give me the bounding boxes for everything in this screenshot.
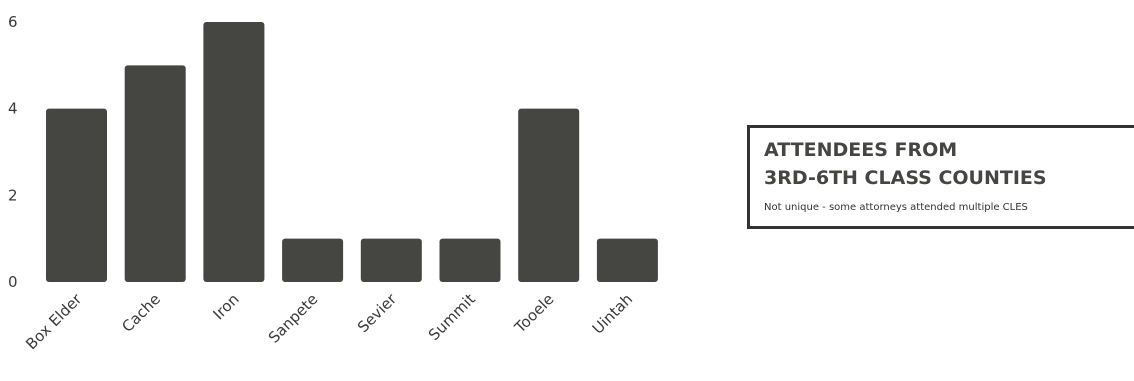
x-tick-label: Sevier: [354, 290, 401, 337]
y-axis-ticks: 0 2 4 6: [8, 13, 18, 291]
chart-note: Not unique - some attorneys attended mul…: [764, 202, 1028, 213]
bars: [46, 22, 658, 283]
bar-sevier: [360, 238, 422, 282]
y-tick-label: 0: [8, 273, 18, 291]
bar-iron: [203, 22, 265, 282]
x-tick-label: Cache: [118, 290, 164, 336]
x-tick-label: Uintah: [589, 290, 637, 338]
x-axis-labels: Box Elder Cache Iron Sanpete Sevier Summit Too…: [22, 290, 636, 354]
chart-title: ATTENDEES FROM 3RD-6TH CLASS COUNTIES: [764, 136, 1047, 192]
chart-info-box: ATTENDEES FROM 3RD-6TH CLASS COUNTIES No…: [747, 125, 1134, 229]
bar-tooele: [518, 108, 580, 283]
x-tick-label: Iron: [210, 290, 243, 323]
x-tick-label: Tooele: [510, 290, 557, 337]
bar-chart: 0 2 4 6 Box Elder Cache Iron Sanpete Sevier Summ…: [8, 13, 658, 354]
bar-sanpete: [282, 238, 344, 282]
bar-summit: [439, 238, 501, 282]
x-tick-label: Summit: [425, 290, 479, 344]
y-tick-label: 6: [8, 13, 18, 31]
x-tick-label: Sanpete: [265, 290, 322, 347]
chart-title-line-2: 3RD-6TH CLASS COUNTIES: [764, 167, 1047, 189]
y-tick-label: 2: [8, 186, 18, 204]
bar-cache: [124, 65, 186, 282]
y-tick-label: 4: [8, 100, 18, 118]
chart-title-line-1: ATTENDEES FROM: [764, 139, 958, 161]
bar-box-elder: [46, 108, 107, 283]
bar-uintah: [596, 238, 658, 282]
x-tick-label: Box Elder: [22, 290, 86, 354]
